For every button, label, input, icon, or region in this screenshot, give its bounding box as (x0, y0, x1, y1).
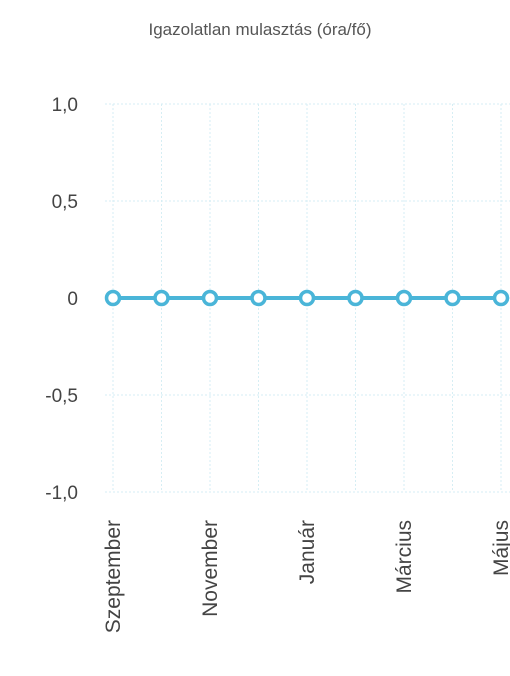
data-point[interactable] (395, 289, 413, 307)
chart-title: Igazolatlan mulasztás (óra/fő) (148, 20, 372, 39)
data-point[interactable] (347, 289, 364, 307)
y-axis-ticks: 1,0 0,5 0 -0,5 -1,0 (45, 95, 78, 504)
x-tick-label: Március (393, 520, 416, 594)
data-point[interactable] (444, 289, 461, 307)
x-tick-label: Január (296, 520, 319, 584)
x-tick-label: Május (490, 520, 510, 576)
x-axis-ticks: Szeptember November Január Március Május (102, 520, 510, 633)
data-point[interactable] (153, 289, 170, 307)
data-point[interactable] (250, 289, 267, 307)
y-tick-label: -0,5 (45, 386, 78, 407)
y-tick-label: 0 (67, 289, 78, 310)
data-point[interactable] (298, 289, 316, 307)
x-tick-label: Szeptember (102, 520, 125, 633)
series (104, 289, 510, 307)
y-tick-label: 1,0 (52, 95, 78, 116)
data-point[interactable] (492, 289, 510, 307)
y-tick-label: -1,0 (45, 483, 78, 504)
data-point[interactable] (104, 289, 122, 307)
x-tick-label: November (199, 520, 222, 617)
y-tick-label: 0,5 (52, 192, 78, 213)
data-point[interactable] (201, 289, 219, 307)
